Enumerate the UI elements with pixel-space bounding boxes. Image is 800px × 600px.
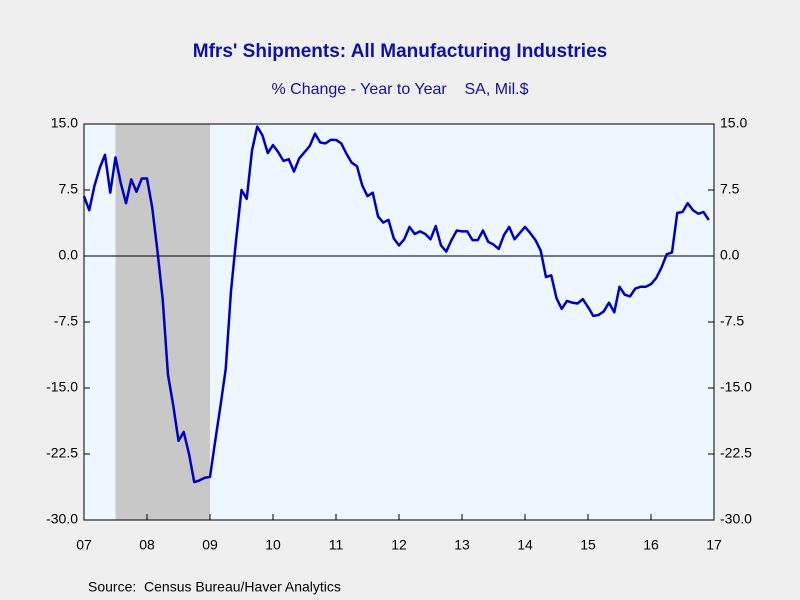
y2-tick-label: 7.5 <box>720 181 740 197</box>
chart-subtitle: % Change - Year to Year SA, Mil.$ <box>271 81 528 98</box>
x-tick-label: 16 <box>643 537 659 553</box>
x-tick-label: 15 <box>580 537 596 553</box>
x-tick-label: 10 <box>265 537 281 553</box>
y-tick-label: 15.0 <box>51 115 78 131</box>
x-tick-label: 09 <box>202 537 218 553</box>
y2-tick-label: -15.0 <box>720 379 752 395</box>
y-tick-label: 7.5 <box>59 181 79 197</box>
recession-shading <box>115 124 210 520</box>
x-tick-label: 13 <box>454 537 470 553</box>
y-tick-label: -15.0 <box>46 379 78 395</box>
x-tick-label: 14 <box>517 537 533 553</box>
y-tick-label: -22.5 <box>46 445 78 461</box>
plot-border <box>83 123 715 521</box>
y2-tick-label: 15.0 <box>720 115 747 131</box>
x-tick-label: 07 <box>76 537 92 553</box>
y2-tick-label: -7.5 <box>720 313 744 329</box>
y-tick-label: -7.5 <box>54 313 78 329</box>
y-tick-label: 0.0 <box>59 247 79 263</box>
x-tick-label: 17 <box>706 537 722 553</box>
y2-tick-label: -22.5 <box>720 445 752 461</box>
x-tick-label: 12 <box>391 537 407 553</box>
y-tick-label: -30.0 <box>46 511 78 527</box>
data-line <box>82 125 710 484</box>
source-note: Source: Census Bureau/Haver Analytics <box>88 579 341 595</box>
x-tick-label: 11 <box>329 537 344 553</box>
y2-tick-label: 0.0 <box>720 247 740 263</box>
chart-title: Mfrs' Shipments: All Manufacturing Indus… <box>193 41 607 62</box>
x-tick-label: 08 <box>139 537 155 553</box>
y2-tick-label: -30.0 <box>720 511 752 527</box>
